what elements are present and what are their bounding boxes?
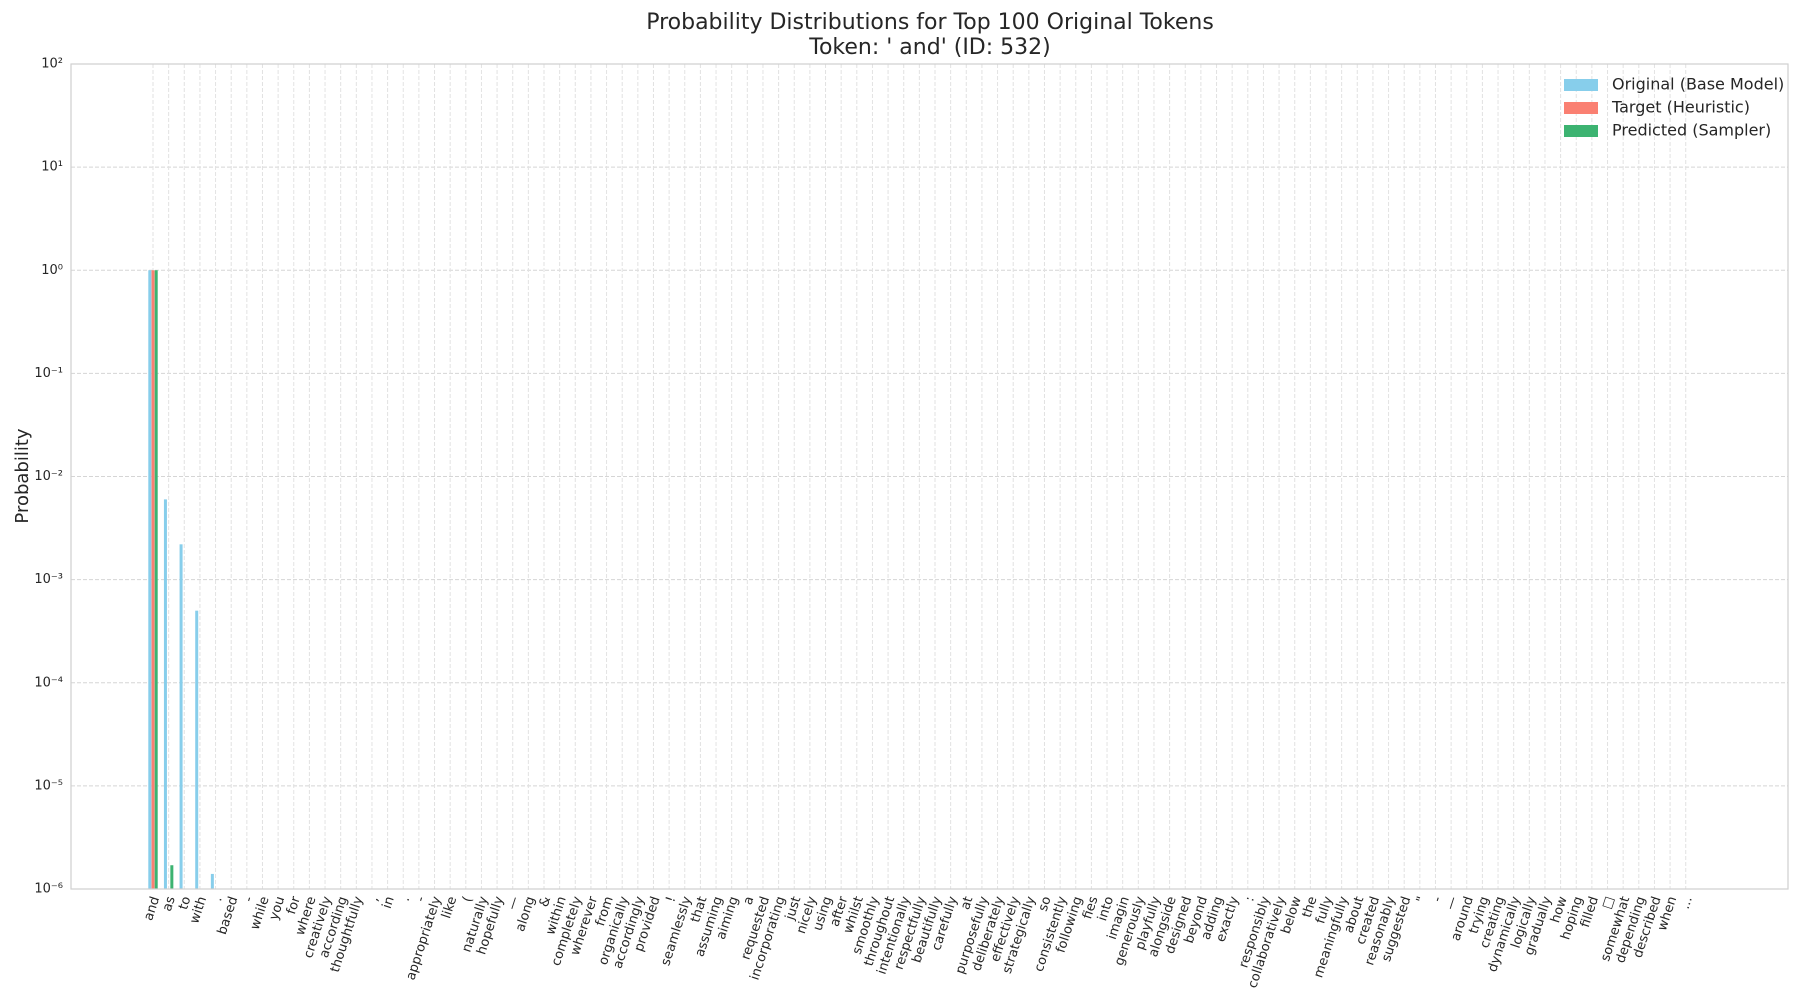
x-tick-label: : xyxy=(1242,895,1258,904)
bar xyxy=(210,873,214,889)
x-tick-label: fies xyxy=(1080,894,1101,921)
bar xyxy=(195,610,199,889)
x-tick-label: , xyxy=(367,895,383,904)
y-tick-label: 10² xyxy=(41,57,63,72)
bar xyxy=(154,270,158,889)
x-tick-label: . xyxy=(210,895,226,904)
y-axis-label: Probability xyxy=(12,428,33,523)
x-tick-label: - xyxy=(1430,894,1446,903)
bar xyxy=(179,544,183,889)
y-tick-label: 10⁰ xyxy=(41,263,63,278)
legend-swatch xyxy=(1564,125,1598,137)
x-tick-label: " xyxy=(1414,895,1430,905)
x-tick-label: □ xyxy=(1600,895,1618,911)
x-tick-label: in xyxy=(380,895,398,911)
x-tick-label: ! xyxy=(663,895,679,905)
x-tick-label: and xyxy=(141,895,163,923)
x-tick-label: ... xyxy=(1678,895,1696,911)
legend-label: Target (Heuristic) xyxy=(1611,98,1750,117)
x-tick-label: like xyxy=(439,895,460,921)
legend: Original (Base Model) Target (Heuristic) P… xyxy=(1564,75,1784,140)
x-tick-label: so xyxy=(1036,895,1055,914)
legend-swatch xyxy=(1564,79,1598,91)
x-tick-label: to xyxy=(176,895,194,912)
y-tick-label: 10¹ xyxy=(41,160,63,175)
x-tick-label: as xyxy=(160,894,179,913)
bar xyxy=(151,270,155,889)
x-tick-label: - xyxy=(413,894,429,903)
x-tick-label: the xyxy=(1300,895,1321,920)
x-tick-label: just xyxy=(782,895,804,923)
x-tick-label: — xyxy=(505,895,523,912)
x-tick-label: at xyxy=(958,895,976,912)
bar xyxy=(163,499,167,889)
grid xyxy=(71,63,1788,890)
legend-label: Original (Base Model) xyxy=(1612,75,1784,94)
x-tick-label: into xyxy=(1095,895,1117,923)
x-tick-label: you xyxy=(267,895,289,922)
bars xyxy=(148,270,214,889)
legend-swatch xyxy=(1564,102,1598,114)
x-tick-label: - xyxy=(241,894,257,903)
y-tick-label: 10⁻² xyxy=(34,469,63,484)
legend-label: Predicted (Sampler) xyxy=(1612,121,1771,140)
y-tick-label: 10⁻⁴ xyxy=(34,675,63,690)
plot-frame xyxy=(70,63,1789,890)
x-tick-label: ( xyxy=(460,895,476,904)
x-tick-label: & xyxy=(537,895,554,909)
bar xyxy=(170,865,174,889)
x-tick-label: — xyxy=(1443,895,1461,912)
x-tick-label: for xyxy=(284,894,304,916)
y-tick-label: 10⁻³ xyxy=(34,572,63,587)
chart-subtitle: Token: ' and' (ID: 532) xyxy=(808,35,1050,60)
bar xyxy=(148,270,152,889)
chart-title: Probability Distributions for Top 100 Or… xyxy=(646,10,1214,35)
y-tick-label: 10⁻¹ xyxy=(34,366,63,381)
y-tick-label: 10⁻⁵ xyxy=(34,778,63,793)
y-tick-label: 10⁻⁶ xyxy=(34,882,63,897)
x-tick-label: . xyxy=(398,895,414,904)
